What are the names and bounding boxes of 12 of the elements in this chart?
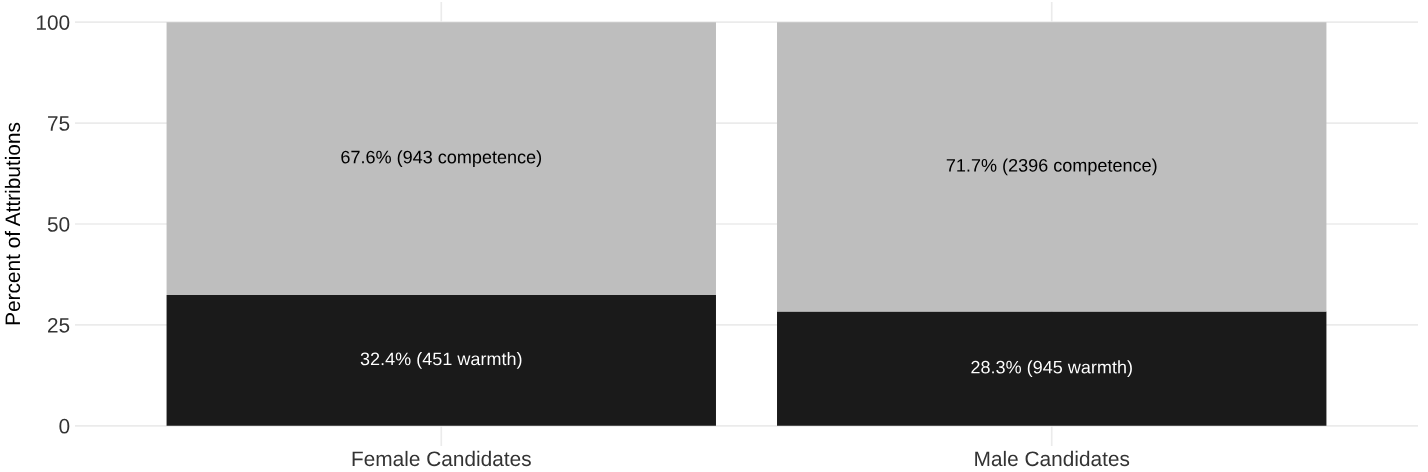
y-axis-title: Percent of Attributions: [4, 122, 21, 325]
data-label: 32.4% (451 warmth): [360, 352, 522, 369]
y-tick-label: 75: [48, 116, 70, 131]
x-tick-label: Male Candidates: [975, 450, 1130, 467]
data-label: 67.6% (943 competence): [341, 150, 542, 168]
x-tick-label: Female Candidates: [352, 450, 531, 467]
data-label: 71.7% (2396 competence): [946, 158, 1157, 176]
y-tick-label: 50: [47, 217, 70, 232]
y-tick-label: 25: [48, 317, 70, 333]
data-label: 28.3% (945 warmth): [971, 360, 1132, 378]
y-tick-label: 0: [59, 418, 70, 434]
y-tick-label: 100: [36, 15, 70, 30]
